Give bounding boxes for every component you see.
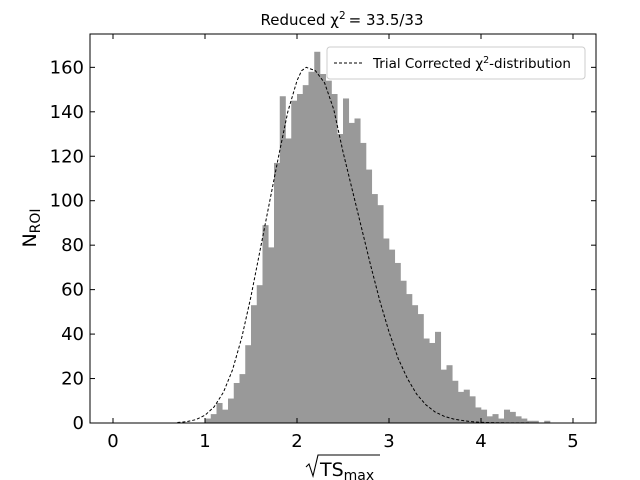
- histogram-bar: [383, 238, 390, 423]
- histogram-bar: [463, 389, 470, 423]
- histogram-bar: [446, 365, 453, 423]
- histogram-bar: [475, 407, 482, 423]
- histogram-bar: [458, 391, 465, 423]
- y-tick-label: 40: [61, 324, 84, 345]
- histogram-bar: [285, 138, 292, 423]
- histogram-bar: [308, 71, 315, 423]
- axis-ticks: [90, 34, 596, 424]
- histogram-bar: [348, 122, 355, 423]
- chi2-curve-group: [177, 66, 574, 424]
- histogram-bar: [492, 414, 499, 423]
- histogram-bar: [412, 305, 419, 423]
- y-tick-label: 140: [50, 102, 84, 123]
- histogram-bar: [429, 342, 436, 423]
- histogram-bar: [423, 338, 430, 423]
- x-tick-label: 0: [107, 431, 118, 452]
- y-tick-labels: 0 20 40 60 80 100 120 140 160: [50, 57, 84, 434]
- x-tick-label: 2: [291, 431, 302, 452]
- x-tick-label: 1: [199, 431, 210, 452]
- histogram-bar: [233, 382, 240, 423]
- histogram-bar: [291, 100, 298, 423]
- sqrt-sign: [305, 454, 380, 479]
- chi2-curve-line: [177, 66, 574, 424]
- histogram-bar: [371, 194, 378, 423]
- histogram-bar: [366, 169, 373, 423]
- histogram-bar: [325, 80, 332, 424]
- histogram-bar: [521, 418, 528, 423]
- histogram-bar: [302, 85, 309, 423]
- y-axis-label: NROI: [19, 208, 44, 247]
- histogram-bar: [486, 416, 493, 423]
- x-tick-label: 5: [567, 431, 578, 452]
- y-tick-label: 160: [50, 57, 84, 78]
- histogram-bar: [314, 51, 321, 423]
- histogram-bar: [268, 247, 275, 423]
- chart-title: Reduced χ2 = 33.5/33: [260, 10, 423, 29]
- x-axis-label: TSmax: [305, 454, 380, 480]
- histogram-bar: [222, 409, 229, 423]
- histogram-bar: [360, 142, 367, 424]
- histogram-bar: [498, 418, 505, 423]
- histogram-bar: [228, 398, 235, 423]
- histogram-bar: [245, 345, 252, 423]
- histogram-bar: [400, 280, 407, 423]
- histogram-bar: [406, 294, 413, 423]
- histogram-bar: [452, 380, 459, 423]
- x-tick-label: 3: [383, 431, 394, 452]
- y-tick-label: 60: [61, 280, 84, 301]
- histogram-bar: [544, 420, 551, 423]
- histogram-bar: [515, 416, 522, 423]
- histogram-bar: [274, 162, 281, 423]
- histogram-bar: [216, 402, 223, 423]
- histogram-bar: [527, 420, 534, 423]
- histogram-bar: [251, 305, 258, 423]
- y-tick-label: 100: [50, 191, 84, 212]
- histogram-bar: [377, 205, 384, 423]
- histogram-bar: [337, 134, 344, 423]
- y-tick-label: 120: [50, 146, 84, 167]
- histogram-bar: [394, 262, 401, 423]
- histogram-bar: [210, 414, 217, 423]
- histogram-bar: [435, 331, 442, 423]
- x-axis-label-text: TSmax: [319, 459, 374, 480]
- histogram-bar: [504, 409, 511, 423]
- histogram-bar: [481, 409, 488, 423]
- histogram-bar: [279, 96, 286, 424]
- histogram-bar: [469, 396, 476, 423]
- y-tick-label: 20: [61, 369, 84, 390]
- legend-box: [326, 46, 586, 80]
- histogram-bar: [320, 74, 327, 423]
- histogram-bar: [354, 118, 361, 423]
- histogram-bar: [297, 94, 304, 424]
- plot-frame: [89, 33, 597, 424]
- histogram-bar: [389, 249, 396, 423]
- histogram-bar: [262, 225, 269, 423]
- y-tick-label: 0: [73, 413, 84, 434]
- histogram-bars: [205, 51, 551, 424]
- histogram-bar: [440, 369, 447, 423]
- legend-label: Trial Corrected χ2-distribution: [372, 55, 571, 72]
- y-tick-label: 80: [61, 235, 84, 256]
- histogram-bar: [509, 411, 516, 423]
- histogram-bar: [256, 285, 263, 423]
- x-tick-labels: 0 1 2 3 4 5: [107, 431, 578, 452]
- histogram-bar: [532, 420, 539, 423]
- histogram-bar: [239, 374, 246, 423]
- legend: Trial Corrected χ2-distribution: [326, 46, 586, 80]
- x-tick-label: 4: [475, 431, 486, 452]
- histogram-bar: [205, 418, 212, 423]
- histogram-bar: [331, 94, 338, 424]
- histogram-bar: [343, 98, 350, 424]
- histogram-bar: [417, 314, 424, 423]
